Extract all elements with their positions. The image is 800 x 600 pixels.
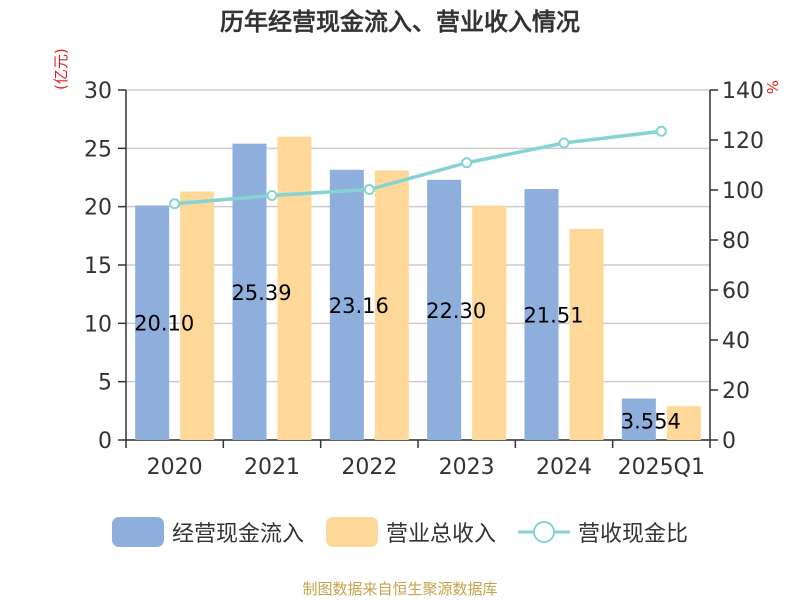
left-tick-label: 30 [84,79,112,104]
data-label-cash-inflow: 22.30 [426,299,486,323]
bar-revenue [570,229,604,440]
legend-swatch-revenue [326,517,378,547]
data-label-cash-inflow: 23.16 [329,294,389,318]
right-tick-label: 20 [722,379,750,404]
legend-swatch-cash-inflow [112,517,164,547]
right-tick-label: 100 [722,179,764,204]
data-label-cash-inflow: 25.39 [231,281,291,305]
right-tick-label: 80 [722,229,750,254]
left-tick-label: 5 [98,371,112,396]
left-tick-label: 20 [84,196,112,221]
right-tick-label: 0 [722,429,736,454]
left-tick-label: 0 [98,429,112,454]
point-ratio [462,158,471,167]
left-tick-label: 25 [84,137,112,162]
x-tick-label: 2023 [439,455,495,480]
right-tick-label: 140 [722,79,764,104]
left-tick-label: 10 [84,312,112,337]
data-label-cash-inflow: 21.51 [523,304,583,328]
left-tick-label: 15 [84,254,112,279]
right-tick-label: 40 [722,329,750,354]
data-label-cash-inflow: 3.554 [621,410,681,434]
x-tick-label: 2024 [536,455,592,480]
legend-item-cash-inflow[interactable]: 经营现金流入 [112,516,304,548]
legend-label-ratio: 营收现金比 [578,516,688,548]
x-tick-label: 2020 [147,455,203,480]
right-tick-label: 60 [722,279,750,304]
source-note: 制图数据来自恒生聚源数据库 [0,578,800,599]
legend-label-revenue: 营业总收入 [386,516,496,548]
legend-label-cash-inflow: 经营现金流入 [172,516,304,548]
legend: 经营现金流入 营业总收入 营收现金比 [0,516,800,548]
x-tick-label: 2021 [244,455,300,480]
point-ratio [268,191,277,200]
point-ratio [657,127,666,136]
legend-item-revenue[interactable]: 营业总收入 [326,516,496,548]
x-tick-label: 2022 [341,455,397,480]
data-label-cash-inflow: 20.10 [134,312,194,336]
point-ratio [560,139,569,148]
legend-swatch-ratio [518,517,570,547]
point-ratio [170,199,179,208]
point-ratio [365,185,374,194]
x-tick-label: 2025Q1 [618,455,705,480]
right-tick-label: 120 [722,129,764,154]
legend-item-ratio[interactable]: 营收现金比 [518,516,688,548]
